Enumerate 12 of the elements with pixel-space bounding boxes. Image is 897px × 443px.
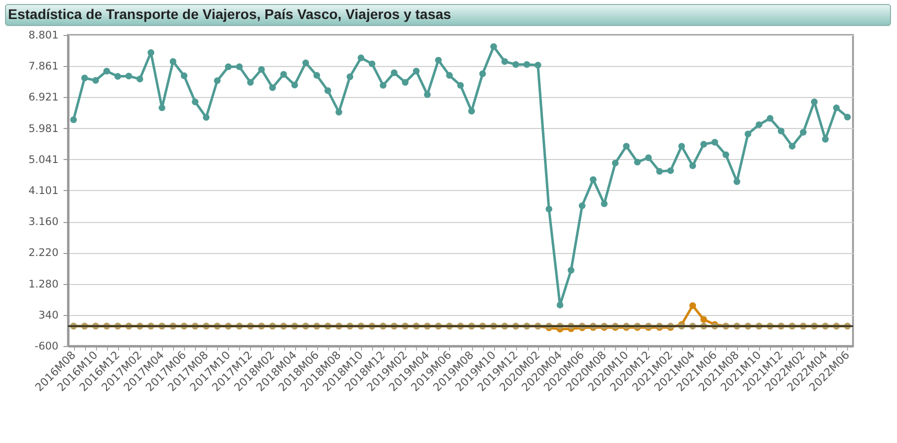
y-tick-label: -600 bbox=[34, 340, 58, 352]
y-tick-label: 5.981 bbox=[28, 122, 58, 135]
y-tick-label: 8.801 bbox=[28, 30, 58, 42]
chart-title: Estadística de Transporte de Viajeros, País Vasco, Viajeros y tasas bbox=[8, 6, 452, 22]
y-tick-label: 1.280 bbox=[28, 278, 58, 290]
y-tick-label: 6.921 bbox=[28, 92, 58, 104]
y-tick-label: 7.861 bbox=[28, 60, 58, 73]
y-tick-label: 3.160 bbox=[28, 216, 58, 228]
y-tick-label: 340 bbox=[38, 309, 58, 322]
y-tick-label: 4.101 bbox=[28, 184, 58, 197]
y-tick-label: 5.041 bbox=[28, 154, 58, 166]
y-tick-label: 2.220 bbox=[28, 247, 58, 260]
